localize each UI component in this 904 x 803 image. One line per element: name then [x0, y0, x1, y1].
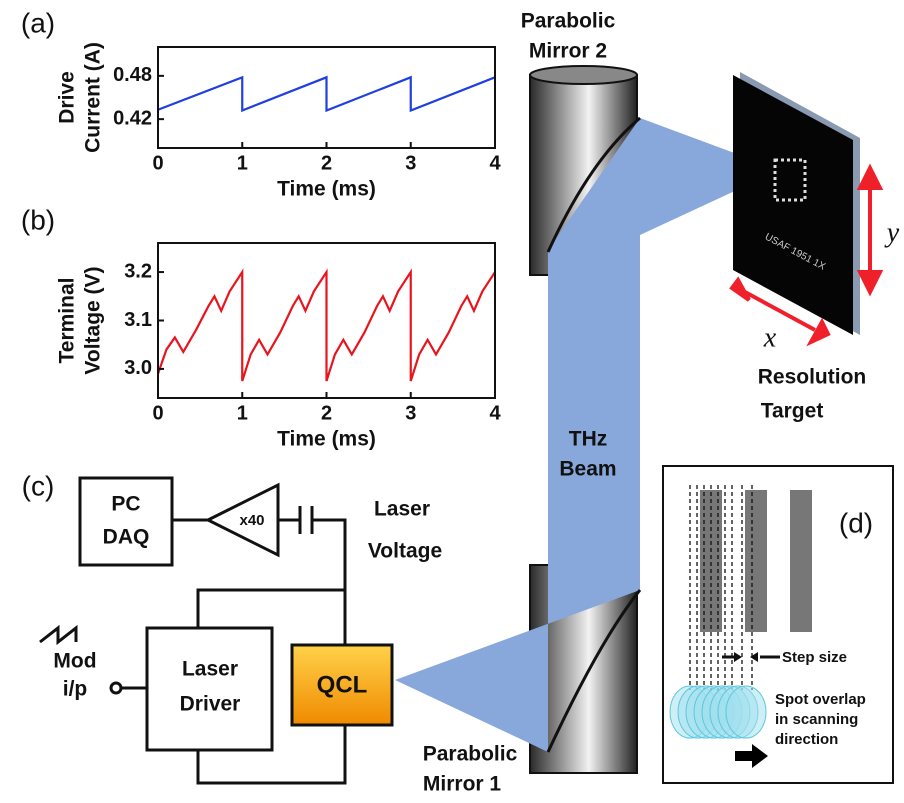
panel-label: (d) — [839, 507, 873, 538]
mirror-label: Mirror 2 — [529, 40, 607, 63]
driver-label: Laser — [182, 658, 238, 681]
panel-label: (a) — [21, 7, 55, 38]
spot-label: direction — [775, 731, 838, 748]
x-tick-label: 0 — [152, 402, 163, 424]
x-axis-label: Time (ms) — [277, 428, 376, 451]
beam-label: THz — [569, 428, 608, 451]
x-tick-label: 3 — [405, 152, 416, 174]
x-tick-label: 0 — [152, 152, 163, 174]
y-axis-label: Voltage (V) — [82, 266, 105, 374]
pc-label: DAQ — [103, 526, 150, 549]
panel-label: (c) — [22, 470, 55, 501]
y-axis-label: Current (A) — [82, 42, 105, 153]
y-tick-label: 0.48 — [113, 64, 152, 86]
y-tick-label: 3.0 — [124, 357, 152, 379]
target-label: Target — [761, 400, 824, 423]
spot-label: Spot overlap — [775, 691, 866, 708]
x-tick-label: 1 — [237, 152, 248, 174]
voltage-label: Voltage — [368, 540, 442, 563]
data-line — [158, 272, 495, 381]
pc-label: PC — [111, 493, 140, 516]
y-axis-label: Terminal — [56, 278, 79, 364]
y-axis-label: Drive — [56, 71, 79, 124]
mirror-label: Parabolic — [423, 743, 518, 766]
voltage-label: Laser — [374, 498, 430, 521]
circuit — [40, 478, 392, 783]
x-axis-label: Time (ms) — [277, 178, 376, 201]
beam-label: Beam — [559, 458, 616, 481]
x-tick-label: 3 — [405, 402, 416, 424]
y-tick-label: 0.42 — [113, 107, 152, 129]
panel-label: (b) — [21, 204, 55, 235]
x-tick-label: 2 — [321, 402, 332, 424]
x-tick-label: 4 — [489, 402, 501, 424]
amp-label: x40 — [239, 512, 264, 529]
step-label: Step size — [782, 649, 847, 666]
mirror-label: Parabolic — [521, 10, 616, 33]
mirror-label: Mirror 1 — [423, 773, 502, 796]
spot-label: in scanning — [775, 711, 858, 728]
axis-x: x — [763, 322, 777, 353]
mod-label: Mod — [53, 650, 96, 673]
driver-label: Driver — [180, 693, 241, 716]
mod-label: i/p — [63, 678, 88, 701]
data-line — [158, 77, 495, 110]
axis-y: y — [884, 217, 900, 248]
x-tick-label: 1 — [237, 402, 248, 424]
target-label: Resolution — [758, 366, 867, 389]
x-tick-label: 4 — [489, 152, 501, 174]
figure: USAF 1951 1X y x Resolution Target Parab… — [0, 0, 904, 803]
y-tick-label: 3.1 — [124, 309, 152, 331]
qcl-label: QCL — [317, 671, 368, 698]
y-tick-label: 3.2 — [124, 260, 152, 282]
x-tick-label: 2 — [321, 152, 332, 174]
